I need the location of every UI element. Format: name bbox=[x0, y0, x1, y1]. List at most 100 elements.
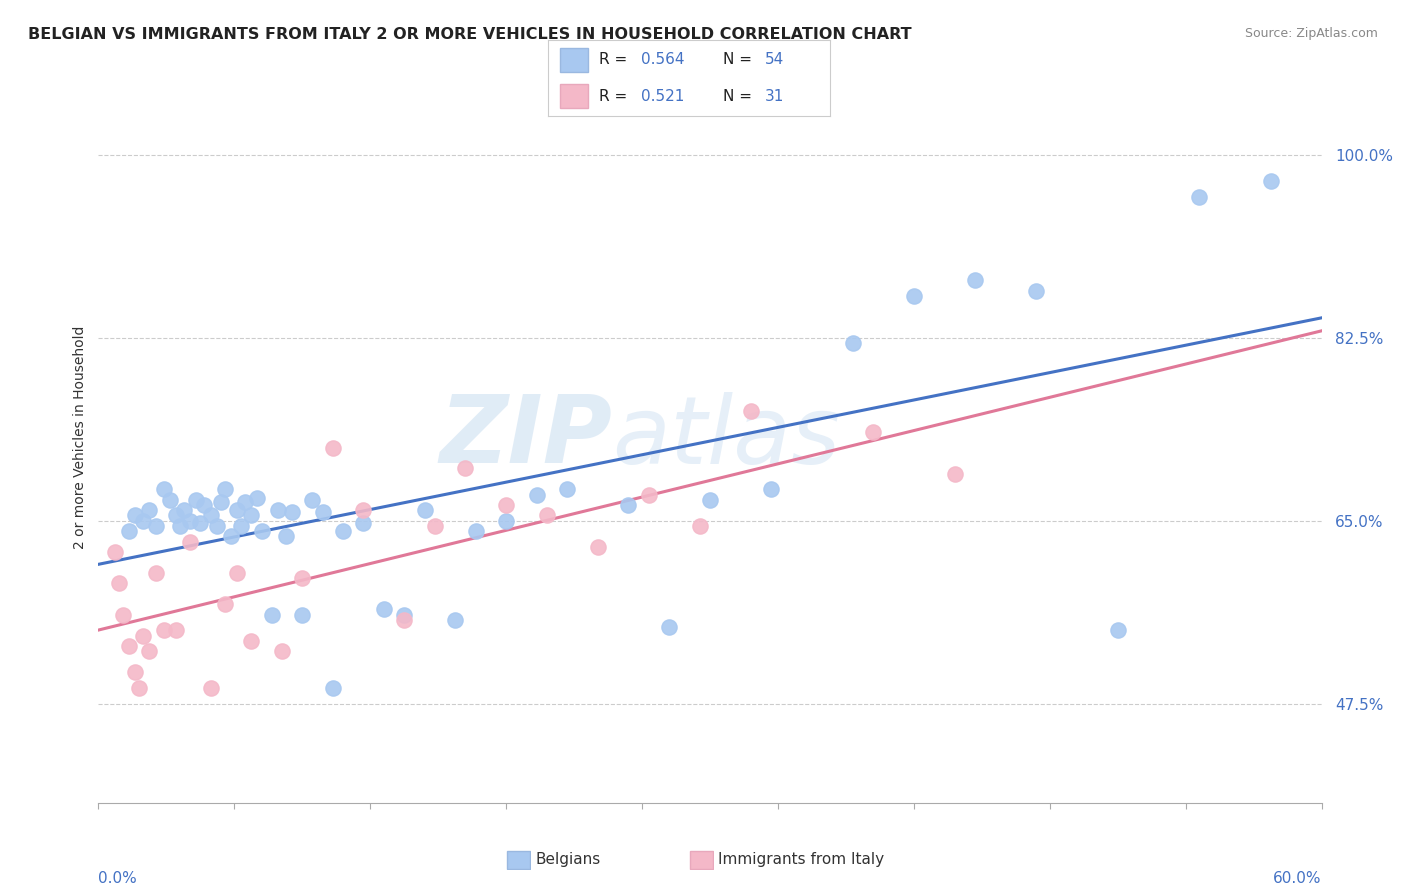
Point bbox=[145, 519, 167, 533]
Point bbox=[1025, 284, 1047, 298]
FancyBboxPatch shape bbox=[560, 84, 588, 109]
Point bbox=[186, 492, 208, 507]
Point bbox=[617, 498, 640, 512]
Point bbox=[173, 503, 195, 517]
Text: R =: R = bbox=[599, 53, 633, 68]
Point bbox=[291, 571, 314, 585]
Text: ZIP: ZIP bbox=[439, 391, 612, 483]
Point bbox=[246, 491, 269, 505]
Text: BELGIAN VS IMMIGRANTS FROM ITALY 2 OR MORE VEHICLES IN HOUSEHOLD CORRELATION CHA: BELGIAN VS IMMIGRANTS FROM ITALY 2 OR MO… bbox=[28, 27, 911, 42]
Point bbox=[526, 487, 548, 501]
Point bbox=[124, 665, 146, 680]
Point bbox=[274, 529, 297, 543]
Point bbox=[226, 503, 249, 517]
Point bbox=[291, 607, 314, 622]
Point bbox=[373, 602, 395, 616]
Point bbox=[179, 534, 201, 549]
Point bbox=[188, 516, 212, 530]
Text: Immigrants from Italy: Immigrants from Italy bbox=[718, 853, 884, 867]
Point bbox=[454, 461, 477, 475]
Point bbox=[128, 681, 150, 695]
Text: 0.521: 0.521 bbox=[641, 88, 685, 103]
Point bbox=[165, 624, 187, 638]
Point bbox=[965, 273, 987, 287]
Text: Belgians: Belgians bbox=[536, 853, 600, 867]
Point bbox=[219, 529, 242, 543]
Point bbox=[267, 503, 290, 517]
Point bbox=[104, 545, 127, 559]
Point bbox=[118, 639, 141, 653]
Point bbox=[392, 607, 416, 622]
Point bbox=[145, 566, 167, 580]
Point bbox=[108, 576, 131, 591]
Point bbox=[118, 524, 141, 538]
Point bbox=[111, 607, 134, 622]
Point bbox=[260, 607, 283, 622]
Point bbox=[943, 467, 966, 481]
Text: atlas: atlas bbox=[612, 392, 841, 483]
Point bbox=[231, 519, 253, 533]
Point bbox=[226, 566, 249, 580]
Point bbox=[495, 498, 517, 512]
Point bbox=[250, 524, 273, 538]
Point bbox=[413, 503, 436, 517]
Point bbox=[312, 505, 335, 519]
Point bbox=[200, 508, 222, 523]
Point bbox=[159, 492, 181, 507]
Point bbox=[1107, 624, 1129, 638]
Text: 54: 54 bbox=[765, 53, 785, 68]
Point bbox=[761, 483, 783, 497]
Point bbox=[152, 624, 174, 638]
Point bbox=[495, 514, 517, 528]
Point bbox=[138, 503, 160, 517]
Point bbox=[205, 519, 228, 533]
Point bbox=[200, 681, 222, 695]
Point bbox=[193, 498, 215, 512]
Point bbox=[862, 425, 884, 439]
Point bbox=[444, 613, 467, 627]
Point bbox=[1188, 190, 1211, 204]
Text: 60.0%: 60.0% bbox=[1274, 871, 1322, 886]
Point bbox=[352, 503, 374, 517]
Point bbox=[699, 492, 721, 507]
Text: R =: R = bbox=[599, 88, 633, 103]
Text: N =: N = bbox=[723, 53, 756, 68]
Text: N =: N = bbox=[723, 88, 756, 103]
Point bbox=[555, 483, 579, 497]
Point bbox=[138, 644, 160, 658]
Point bbox=[169, 519, 191, 533]
Point bbox=[332, 524, 354, 538]
Point bbox=[841, 336, 863, 351]
Point bbox=[240, 508, 263, 523]
Y-axis label: 2 or more Vehicles in Household: 2 or more Vehicles in Household bbox=[73, 326, 87, 549]
Point bbox=[658, 620, 681, 634]
Point bbox=[214, 483, 236, 497]
Point bbox=[240, 633, 263, 648]
Point bbox=[281, 505, 304, 519]
Point bbox=[903, 289, 925, 303]
Point bbox=[124, 508, 146, 523]
Point bbox=[689, 519, 711, 533]
FancyBboxPatch shape bbox=[508, 851, 530, 869]
Text: 0.0%: 0.0% bbox=[98, 871, 138, 886]
Point bbox=[1260, 174, 1282, 188]
Point bbox=[586, 540, 609, 554]
Point bbox=[209, 495, 232, 509]
Point bbox=[132, 629, 155, 643]
FancyBboxPatch shape bbox=[560, 47, 588, 72]
Point bbox=[392, 613, 416, 627]
Point bbox=[152, 483, 174, 497]
Text: 0.564: 0.564 bbox=[641, 53, 685, 68]
Point bbox=[165, 508, 187, 523]
Point bbox=[536, 508, 558, 523]
Point bbox=[179, 514, 201, 528]
Point bbox=[233, 495, 256, 509]
Point bbox=[322, 681, 344, 695]
Point bbox=[637, 487, 661, 501]
Point bbox=[352, 516, 374, 530]
Point bbox=[270, 644, 294, 658]
Point bbox=[464, 524, 486, 538]
FancyBboxPatch shape bbox=[690, 851, 713, 869]
Point bbox=[301, 492, 323, 507]
Point bbox=[423, 519, 446, 533]
